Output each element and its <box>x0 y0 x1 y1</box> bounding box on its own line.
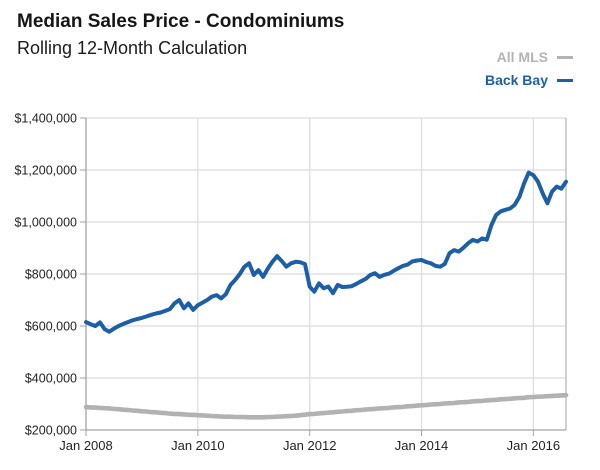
legend-label-all-mls: All MLS <box>496 49 548 65</box>
y-axis-tick-label: $1,200,000 <box>14 164 77 178</box>
x-axis-tick-label: Jan 2016 <box>507 438 561 453</box>
y-axis-tick-label: $200,000 <box>25 424 77 438</box>
all-mls-line-swatch-icon <box>557 56 573 59</box>
series-line-back-bay <box>84 170 568 334</box>
y-axis-tick-label: $800,000 <box>25 268 77 282</box>
x-axis-tick-label: Jan 2012 <box>283 438 337 453</box>
y-axis-tick-label: $1,000,000 <box>14 216 77 230</box>
x-axis-tick-label: Jan 2008 <box>59 438 113 453</box>
x-axis-tick-label: Jan 2014 <box>395 438 449 453</box>
chart-legend: All MLS Back Bay <box>485 46 573 92</box>
chart-subtitle: Rolling 12-Month Calculation <box>17 38 248 58</box>
y-axis-tick-label: $600,000 <box>25 320 77 334</box>
legend-item-back-bay: Back Bay <box>485 69 573 92</box>
series-line-all-mls <box>83 392 569 420</box>
y-axis-tick-label: $1,400,000 <box>14 112 77 126</box>
chart-title: Median Sales Price - Condominiums <box>17 11 345 32</box>
back-bay-line-swatch-icon <box>557 79 573 82</box>
x-axis-tick-label: Jan 2010 <box>171 438 225 453</box>
legend-label-back-bay: Back Bay <box>484 72 548 88</box>
chart-header: Median Sales Price - Condominiums Rollin… <box>17 9 344 62</box>
y-axis-tick-label: $400,000 <box>25 372 77 386</box>
legend-item-all-mls: All MLS <box>485 46 573 69</box>
